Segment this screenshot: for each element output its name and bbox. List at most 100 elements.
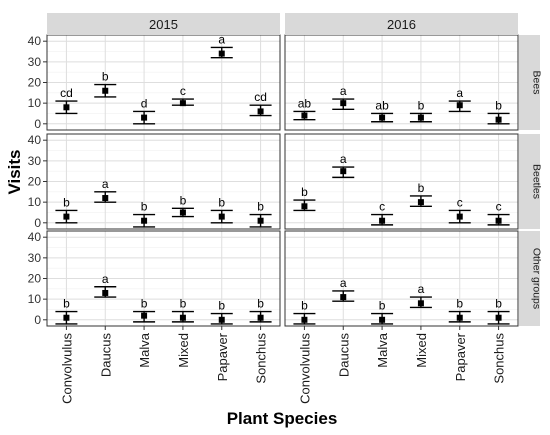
mean-point-sonchus <box>495 314 502 321</box>
mean-point-sonchus <box>495 116 502 123</box>
y-tick-label: 30 <box>28 251 42 265</box>
significance-label-convolvulus: b <box>301 185 308 199</box>
column-strip-label-2015: 2015 <box>149 17 178 32</box>
y-tick-label: 40 <box>28 230 42 244</box>
significance-label-mixed: b <box>418 181 425 195</box>
x-tick-label-papaver: Papaver <box>215 332 230 381</box>
mean-point-papaver <box>218 50 225 57</box>
mean-point-sonchus <box>495 217 502 224</box>
significance-label-malva: b <box>141 297 148 311</box>
row-strip-label-beetles: Beetles <box>531 164 543 199</box>
mean-point-papaver <box>456 314 463 321</box>
significance-label-papaver: a <box>456 86 463 100</box>
mean-point-malva <box>141 217 148 224</box>
mean-point-malva <box>141 312 148 319</box>
mean-point-malva <box>379 217 386 224</box>
panel-2015-bees: cd b d c a cd <box>46 32 281 131</box>
mean-point-convolvulus <box>63 104 70 111</box>
significance-label-papaver: c <box>457 195 463 209</box>
y-tick-label: 10 <box>28 292 42 306</box>
significance-label-daucus: a <box>102 272 109 286</box>
mean-point-papaver <box>218 213 225 220</box>
mean-point-convolvulus <box>63 213 70 220</box>
mean-point-daucus <box>102 289 109 296</box>
significance-label-daucus: a <box>340 84 347 98</box>
y-tick-label: 30 <box>28 154 42 168</box>
x-tick-label-daucus: Daucus <box>98 333 113 378</box>
x-axis-title: Plant Species <box>227 409 338 428</box>
significance-label-sonchus: b <box>257 200 264 214</box>
y-tick-label: 10 <box>28 96 42 110</box>
mean-point-mixed <box>179 314 186 321</box>
significance-label-papaver: b <box>218 195 225 209</box>
y-tick-label: 0 <box>34 216 41 230</box>
mean-point-mixed <box>417 114 424 121</box>
significance-label-malva: b <box>141 200 148 214</box>
mean-point-papaver <box>456 102 463 109</box>
y-tick-label: 40 <box>28 133 42 147</box>
mean-point-malva <box>141 114 148 121</box>
x-tick-label-malva: Malva <box>137 332 152 367</box>
significance-label-papaver: b <box>218 299 225 313</box>
panel-2015-beetles: b a b b b b <box>46 133 281 230</box>
row-strip-beetles <box>519 134 540 229</box>
x-tick-label-convolvulus: Convolvulus <box>297 333 312 404</box>
significance-label-mixed: b <box>180 193 187 207</box>
mean-point-convolvulus <box>301 112 308 119</box>
panel-border <box>284 230 519 327</box>
x-tick-label-mixed: Mixed <box>414 333 429 368</box>
significance-label-mixed: b <box>418 98 425 112</box>
y-tick-label: 40 <box>28 34 42 48</box>
row-strip-bees <box>519 35 540 130</box>
y-tick-label: 20 <box>28 175 42 189</box>
significance-label-daucus: a <box>340 276 347 290</box>
significance-label-convolvulus: cd <box>60 86 73 100</box>
mean-point-daucus <box>340 168 347 175</box>
significance-label-malva: ab <box>375 98 389 112</box>
significance-label-convolvulus: b <box>301 299 308 313</box>
mean-point-sonchus <box>257 108 264 115</box>
column-strip-2015 <box>47 13 280 35</box>
mean-point-malva <box>379 316 386 323</box>
panel-border <box>284 133 519 230</box>
strips-layer: 2015 2016 Bees Beetles Other groups <box>47 13 543 326</box>
y-tick-label: 30 <box>28 55 42 69</box>
mean-point-malva <box>379 114 386 121</box>
column-strip-label-2016: 2016 <box>387 17 416 32</box>
panel-2016-beetles: b a c b c c <box>284 133 519 230</box>
significance-label-convolvulus: ab <box>298 96 312 110</box>
significance-label-mixed: c <box>180 84 186 98</box>
significance-label-convolvulus: b <box>63 195 70 209</box>
significance-label-convolvulus: b <box>63 297 70 311</box>
significance-label-malva: d <box>141 96 148 110</box>
y-tick-label: 0 <box>34 117 41 131</box>
significance-label-daucus: a <box>102 177 109 191</box>
significance-label-daucus: a <box>340 152 347 166</box>
mean-point-sonchus <box>257 217 264 224</box>
mean-point-convolvulus <box>63 314 70 321</box>
significance-label-papaver: a <box>218 32 225 46</box>
panel-2015-other-groups: b a b b b b <box>46 230 281 327</box>
mean-point-sonchus <box>257 314 264 321</box>
x-tick-label-malva: Malva <box>375 332 390 367</box>
significance-label-malva: b <box>379 299 386 313</box>
significance-label-sonchus: b <box>495 297 502 311</box>
significance-label-sonchus: b <box>495 98 502 112</box>
x-tick-label-papaver: Papaver <box>453 332 468 381</box>
mean-point-mixed <box>179 209 186 216</box>
significance-label-mixed: a <box>418 282 425 296</box>
panel-2016-other-groups: b a b a b b <box>284 230 519 327</box>
row-strip-label-other-groups: Other groups <box>531 248 543 309</box>
row-strip-other-groups <box>519 231 540 326</box>
significance-label-papaver: b <box>456 297 463 311</box>
mean-point-mixed <box>179 100 186 107</box>
mean-point-daucus <box>340 100 347 107</box>
row-strip-label-bees: Bees <box>531 71 543 95</box>
mean-point-mixed <box>417 300 424 307</box>
mean-point-convolvulus <box>301 316 308 323</box>
y-tick-label: 0 <box>34 313 41 327</box>
